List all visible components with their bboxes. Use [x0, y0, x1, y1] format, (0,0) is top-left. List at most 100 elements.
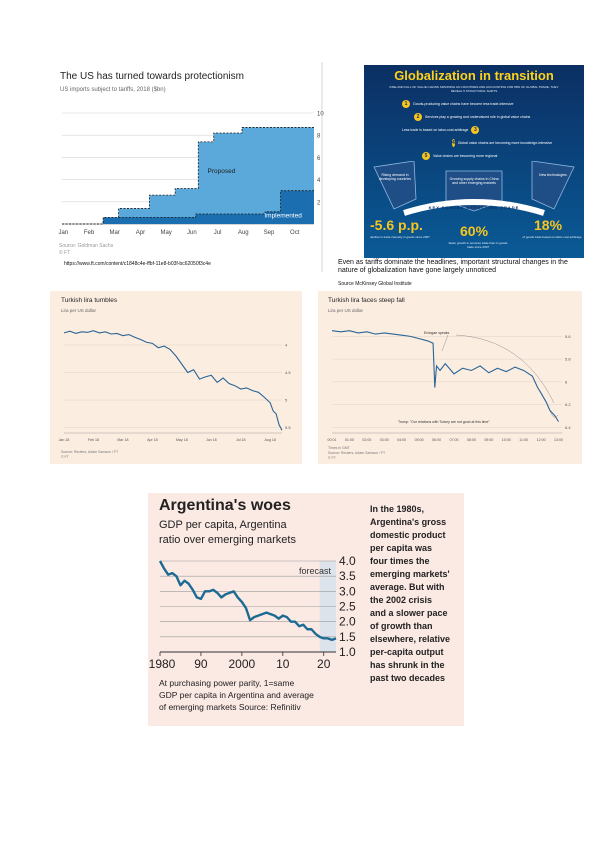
side-text-line: average. But with: [370, 582, 445, 592]
force-label: New technologies: [539, 173, 567, 177]
stat-caption: decline in trade intensity in goods sinc…: [370, 235, 430, 239]
y-tick-label: 3.5: [339, 569, 356, 583]
x-tick-label: 11:00: [519, 438, 528, 442]
ft-credit: © FT: [328, 456, 336, 460]
shift-number-badge: 3: [471, 125, 480, 134]
chart-note-line-3: of emerging markets Source: Refinitiv: [159, 702, 301, 712]
annotation-arc: [549, 410, 559, 418]
x-tick-label: 08:00: [467, 438, 476, 442]
side-text-line: domestic product: [370, 530, 446, 540]
side-text-line: and a slower pace: [370, 608, 448, 618]
side-text-line: In the 1980s,: [370, 504, 425, 514]
x-tick-label: Jun 18: [206, 438, 217, 442]
chart-note-line-2: GDP per capita in Argentina and average: [159, 690, 314, 700]
x-tick-label: Jul 18: [236, 438, 246, 442]
x-tick-label: Apr: [136, 230, 145, 236]
y-tick-label: 8: [317, 134, 321, 140]
argentina-gdp-chart: 1.01.52.02.5 3.03.54.0 1980 90 2000 10 20: [149, 554, 356, 671]
y-tick-label: 4.5: [285, 370, 291, 375]
y-tick-label: 6: [565, 379, 568, 384]
shift-item: 2 Services play a growing and undervalue…: [414, 110, 552, 123]
y-tick-label: 5: [285, 398, 288, 403]
shift-text: Value chains are becoming more regional: [433, 153, 498, 158]
us-tariffs-chart: 2 4 6 8 10 Jan Feb Mar Apr May Jun Jul Aug Sep Oct Prop…: [58, 62, 324, 272]
x-tick-label: Jun: [187, 230, 197, 236]
shift-item: 5 Value chains are becoming more regiona…: [422, 149, 552, 162]
stat-caption: faster growth in services trade than in …: [448, 241, 508, 249]
infographic-subtitle: RISE AND FALL OF VALUE CHAINS SPANNING A…: [389, 85, 559, 93]
side-text-line: per capita was: [370, 543, 433, 553]
x-tick-label: 20: [317, 657, 331, 671]
chart-subtitle-line-2: ratio over emerging markets: [159, 534, 296, 546]
x-tick-label: Jan 18: [59, 438, 70, 442]
stat-value: -5.6 p.p.: [370, 217, 423, 233]
ft-credit: © FT: [59, 250, 71, 256]
x-tick-label: 90: [194, 657, 208, 671]
force-label: Rising demand in developing countries: [378, 173, 412, 181]
series-line: [158, 560, 337, 642]
x-tick-label: 13:00: [554, 438, 563, 442]
proposed-area: [62, 127, 314, 224]
x-tick-label: Sep: [264, 230, 275, 236]
y-tick-label: 5.5: [285, 425, 291, 430]
x-tick-label: Jan: [58, 230, 68, 236]
shift-text: Goods-producing value chains have become…: [413, 101, 514, 106]
chart-subtitle-line-1: GDP per capita, Argentina: [159, 519, 287, 531]
y-tick-label: 5.8: [565, 357, 571, 362]
side-text-line: per-capita output: [370, 647, 444, 657]
side-text-line: four times the: [370, 556, 430, 566]
key-forces-banner: KEY FORCES AFFECTING TRADE: [428, 205, 520, 210]
chart-subtitle: US imports subject to tariffs, 2018 ($bn…: [60, 87, 166, 93]
y-tick-label: 6.2: [565, 402, 571, 407]
side-text-line: elsewhere, relative: [370, 634, 451, 644]
y-tick-label: 6.4: [565, 425, 571, 430]
annotation-arc: [455, 334, 555, 404]
force-label: Growing supply chains in China and other…: [449, 177, 499, 185]
x-tick-label: 05:00: [415, 438, 424, 442]
us-tariffs-chart-panel: The US has turned towards protectionism …: [52, 62, 324, 272]
x-tick-label: Jul: [214, 230, 222, 236]
x-tick-label: May: [160, 230, 171, 236]
infographic-caption: Even as tariffs dominate the headlines, …: [338, 259, 568, 274]
chart-subtitle: Lira per US dollar: [328, 308, 364, 313]
y-tick-label: 10: [317, 112, 324, 118]
x-tick-label: Apr 18: [147, 438, 158, 442]
stat-value: 60%: [460, 223, 489, 239]
chart-source: Source: Goldman Sachs: [59, 243, 114, 249]
annotation-leader: [441, 334, 449, 352]
y-tick-label: 1.0: [339, 645, 356, 659]
x-tick-label: 02:00: [362, 438, 371, 442]
side-text-line: Argentina's gross: [370, 517, 447, 527]
shift-number-badge: 5: [422, 151, 430, 160]
chart-title: Turkish lira faces steep fall: [328, 297, 405, 304]
side-text-line: has shrunk in the: [370, 660, 445, 670]
y-tick-label: 3.0: [339, 584, 356, 598]
y-tick-label: 2.0: [339, 615, 356, 629]
argentina-woes-panel: Argentina's woes GDP per capita, Argenti…: [148, 493, 464, 726]
annotation-trump: Trump: "Our relations with Turkey are no…: [398, 420, 490, 424]
stat-value: 18%: [534, 217, 563, 233]
shift-item: Less trade is based on labor-cost arbitr…: [402, 123, 552, 136]
x-tick-label: Feb: [84, 230, 95, 236]
infographic-title: Globalization in transition: [394, 68, 554, 83]
y-tick-label: 4.0: [339, 554, 356, 568]
y-tick-label: 2.5: [339, 600, 356, 614]
y-tick-label: 2: [317, 200, 321, 206]
y-tick-label: 6: [317, 156, 321, 162]
implemented-label: Implemented: [264, 212, 302, 219]
x-tick-label: Aug: [238, 230, 249, 236]
x-tick-label: 09:00: [484, 438, 493, 442]
chart-subtitle: Lira per US dollar: [61, 308, 97, 313]
side-text-line: of growth than: [370, 621, 433, 631]
x-tick-label: 10: [276, 657, 290, 671]
source-url: https://www.ft.com/content/c1848c4e-ffbf…: [64, 261, 211, 267]
side-text-line: emerging markets': [370, 569, 450, 579]
shift-number-badge: 1: [402, 99, 410, 108]
argentina-side-text: In the 1980s, Argentina's gross domestic…: [370, 503, 464, 685]
infographic-source: Source McKinsey Global Institute: [338, 281, 412, 287]
forecast-label: forecast: [299, 566, 332, 576]
ft-credit: © FT: [61, 455, 69, 459]
x-tick-label: 1980: [149, 657, 176, 671]
lira-steep-fall-chart-panel: Turkish lira faces steep fall Lira per U…: [318, 291, 582, 464]
lira-tumbles-chart-panel: Turkish lira tumbles Lira per US dollar …: [50, 291, 302, 464]
